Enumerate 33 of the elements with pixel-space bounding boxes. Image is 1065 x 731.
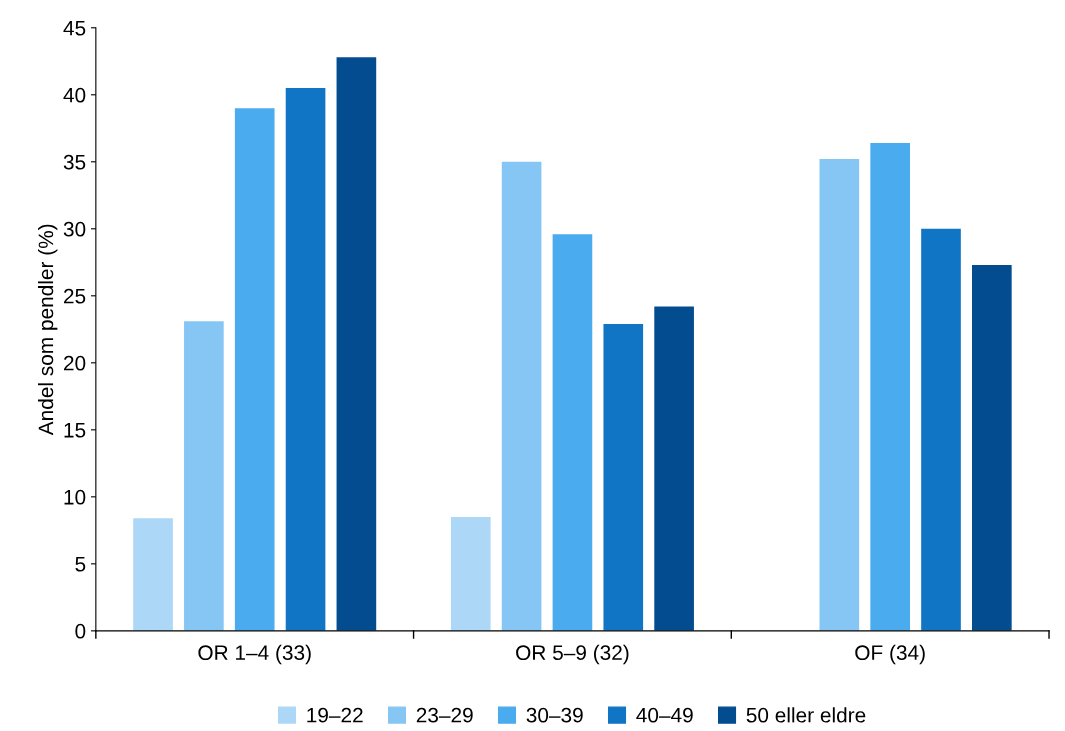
x-tick-label: OR 5–9 (32) xyxy=(516,644,629,665)
bar xyxy=(234,108,275,631)
y-tick-label: 20 xyxy=(64,355,86,371)
y-tick-label: 10 xyxy=(64,489,86,505)
bar xyxy=(285,88,326,631)
bar xyxy=(133,518,173,631)
y-axis-title: Andel som pendler (%) xyxy=(37,224,58,436)
y-tick-label: 15 xyxy=(64,423,86,438)
bar xyxy=(501,161,542,631)
x-tick-label: OF (34) xyxy=(855,644,925,665)
legend-label: 40–49 xyxy=(636,707,693,723)
y-tick-label: 40 xyxy=(63,87,86,103)
bar xyxy=(450,516,491,631)
legend-label: 30–39 xyxy=(526,707,583,723)
bar xyxy=(552,234,593,631)
legend-label: 19–22 xyxy=(307,707,363,723)
y-tick-label: 0 xyxy=(75,623,86,639)
bar xyxy=(819,159,860,631)
y-tick-label: 30 xyxy=(63,221,86,237)
legend-label: 23–29 xyxy=(416,707,473,723)
x-tick-label: OR 1–4 (33) xyxy=(198,644,311,665)
bar xyxy=(870,143,910,631)
bar xyxy=(184,321,224,631)
y-tick-label: 25 xyxy=(64,288,86,304)
bar xyxy=(603,323,644,631)
legend-label: 50 eller eldre xyxy=(746,707,866,723)
y-tick-label: 45 xyxy=(63,20,86,36)
y-tick-label: 5 xyxy=(75,557,86,572)
bar xyxy=(972,264,1012,631)
bar xyxy=(921,228,961,631)
bar xyxy=(336,57,377,631)
bar xyxy=(654,306,694,631)
y-tick-label: 35 xyxy=(63,154,86,170)
